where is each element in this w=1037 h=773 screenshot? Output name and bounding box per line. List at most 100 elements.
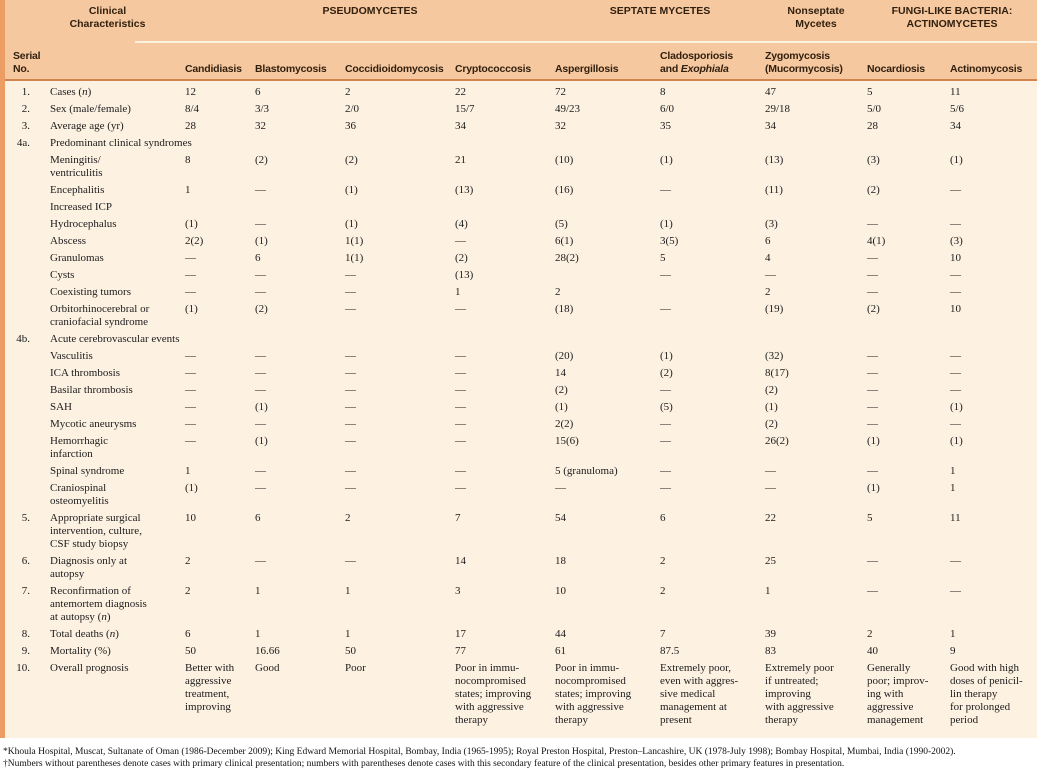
value-cell: — bbox=[455, 401, 466, 413]
table-row: Meningitis/ventriculitis 8 (2) (2) 21 (10) (1)… bbox=[0, 152, 1037, 182]
value-cell: — bbox=[255, 218, 266, 230]
value-cell: — bbox=[455, 235, 466, 247]
table-row: Granulomas — 6 1(1) (2) 28(2) 5 4 — 10 bbox=[0, 250, 1037, 267]
value-cell: 14 bbox=[555, 367, 566, 379]
serial-cell bbox=[0, 482, 50, 508]
value-cell: (13) bbox=[455, 184, 474, 196]
serial-cell bbox=[0, 367, 50, 380]
table-row: Mycotic aneurysms — — — — 2(2) — (2) — — bbox=[0, 416, 1037, 433]
serial-cell: 9. bbox=[21, 645, 30, 657]
value-cell: Extremely poor, even with aggres-sive med… bbox=[660, 662, 739, 726]
value-cell: — bbox=[345, 482, 356, 494]
column-header-serial-no: Serial No. bbox=[13, 50, 41, 75]
value-cell: (19) bbox=[765, 303, 784, 315]
value-cell: Good bbox=[255, 662, 280, 674]
value-cell: — bbox=[765, 465, 776, 477]
value-cell: — bbox=[455, 418, 466, 430]
serial-cell bbox=[0, 218, 50, 231]
value-cell: (1) bbox=[950, 154, 963, 166]
value-cell: — bbox=[765, 482, 776, 494]
row-label: Mycotic aneurysms bbox=[50, 418, 137, 430]
row-label: Total deaths (n) bbox=[50, 628, 119, 640]
value-cell: — bbox=[345, 350, 356, 362]
value-cell: 5/0 bbox=[867, 103, 882, 115]
value-cell: — bbox=[660, 269, 671, 281]
value-cell: 2 bbox=[765, 286, 771, 298]
value-cell: (13) bbox=[765, 154, 784, 166]
value-cell: 18 bbox=[555, 555, 566, 567]
table-row: Hemorrhagic infarction — (1) — — 15(6) — 26(2) (1… bbox=[0, 433, 1037, 463]
serial-cell bbox=[0, 435, 50, 461]
value-cell: (2) bbox=[867, 184, 880, 196]
value-cell: 2 bbox=[345, 512, 351, 524]
row-label: Cases (n) bbox=[50, 86, 92, 98]
row-label: Spinal syndrome bbox=[50, 465, 125, 477]
value-cell: 10 bbox=[950, 303, 961, 315]
value-cell: 1(1) bbox=[345, 235, 364, 247]
value-cell: — bbox=[455, 465, 466, 477]
value-cell: (10) bbox=[555, 154, 574, 166]
serial-cell: 6. bbox=[21, 555, 30, 567]
value-cell: 2 bbox=[185, 555, 191, 567]
value-cell: 1 bbox=[255, 585, 261, 597]
value-cell: — bbox=[255, 367, 266, 379]
value-cell: — bbox=[345, 303, 356, 315]
value-cell: — bbox=[867, 350, 878, 362]
value-cell: — bbox=[455, 303, 466, 315]
serial-cell: 7. bbox=[21, 585, 30, 597]
value-cell: — bbox=[255, 555, 266, 567]
value-cell: — bbox=[867, 585, 878, 597]
value-cell: (2) bbox=[455, 252, 468, 264]
value-cell: (18) bbox=[555, 303, 574, 315]
value-cell: 28 bbox=[867, 120, 878, 132]
footnote-parentheses-key: †Numbers without parentheses denote case… bbox=[3, 758, 845, 769]
value-cell: 1 bbox=[950, 482, 956, 494]
row-label: Abscess bbox=[50, 235, 87, 247]
value-cell: 6 bbox=[255, 252, 261, 264]
group-header-row: Clinical Characteristics PSEUDOMYCETES SE… bbox=[0, 0, 1037, 42]
value-cell: — bbox=[255, 350, 266, 362]
value-cell: — bbox=[185, 350, 196, 362]
value-cell: — bbox=[185, 367, 196, 379]
value-cell: 14 bbox=[455, 555, 466, 567]
value-cell: — bbox=[867, 252, 878, 264]
value-cell: 4 bbox=[765, 252, 771, 264]
table-row: 3. Average age (yr) 28 32 36 34 32 35 34 28 34 bbox=[0, 118, 1037, 135]
value-cell: 6 bbox=[255, 512, 261, 524]
value-cell: 25 bbox=[765, 555, 776, 567]
value-cell: (1) bbox=[867, 482, 880, 494]
value-cell: 5 bbox=[867, 512, 873, 524]
value-cell: 2(2) bbox=[185, 235, 204, 247]
value-cell: — bbox=[660, 303, 671, 315]
table-row: 4a. Predominant clinical syndromes bbox=[0, 135, 1037, 152]
table-row: ICA thrombosis — — — — 14 (2) 8(17) — — bbox=[0, 365, 1037, 382]
value-cell: (1) bbox=[660, 218, 673, 230]
value-cell: — bbox=[345, 367, 356, 379]
value-cell: — bbox=[867, 555, 878, 567]
value-cell: 1 bbox=[185, 465, 191, 477]
serial-cell bbox=[0, 418, 50, 431]
value-cell: (4) bbox=[455, 218, 468, 230]
value-cell bbox=[555, 269, 660, 282]
value-cell: 72 bbox=[555, 86, 566, 98]
value-cell: — bbox=[867, 286, 878, 298]
value-cell: — bbox=[660, 435, 671, 447]
value-cell: 21 bbox=[455, 154, 466, 166]
value-cell: (3) bbox=[867, 154, 880, 166]
value-cell: 50 bbox=[185, 645, 196, 657]
value-cell: 29/18 bbox=[765, 103, 791, 115]
value-cell: (2) bbox=[765, 384, 778, 396]
value-cell: 54 bbox=[555, 512, 566, 524]
value-cell: 1 bbox=[345, 585, 351, 597]
value-cell: — bbox=[345, 418, 356, 430]
value-cell: — bbox=[867, 418, 878, 430]
value-cell: Poor bbox=[345, 662, 366, 674]
value-cell: — bbox=[345, 465, 356, 477]
value-cell: — bbox=[867, 401, 878, 413]
group-header-septate-mycetes: SEPTATE MYCETES bbox=[609, 5, 711, 17]
value-cell: — bbox=[555, 482, 566, 494]
value-cell: — bbox=[660, 418, 671, 430]
value-cell: 10 bbox=[185, 512, 196, 524]
value-cell: 6/0 bbox=[660, 103, 675, 115]
value-cell: — bbox=[867, 384, 878, 396]
